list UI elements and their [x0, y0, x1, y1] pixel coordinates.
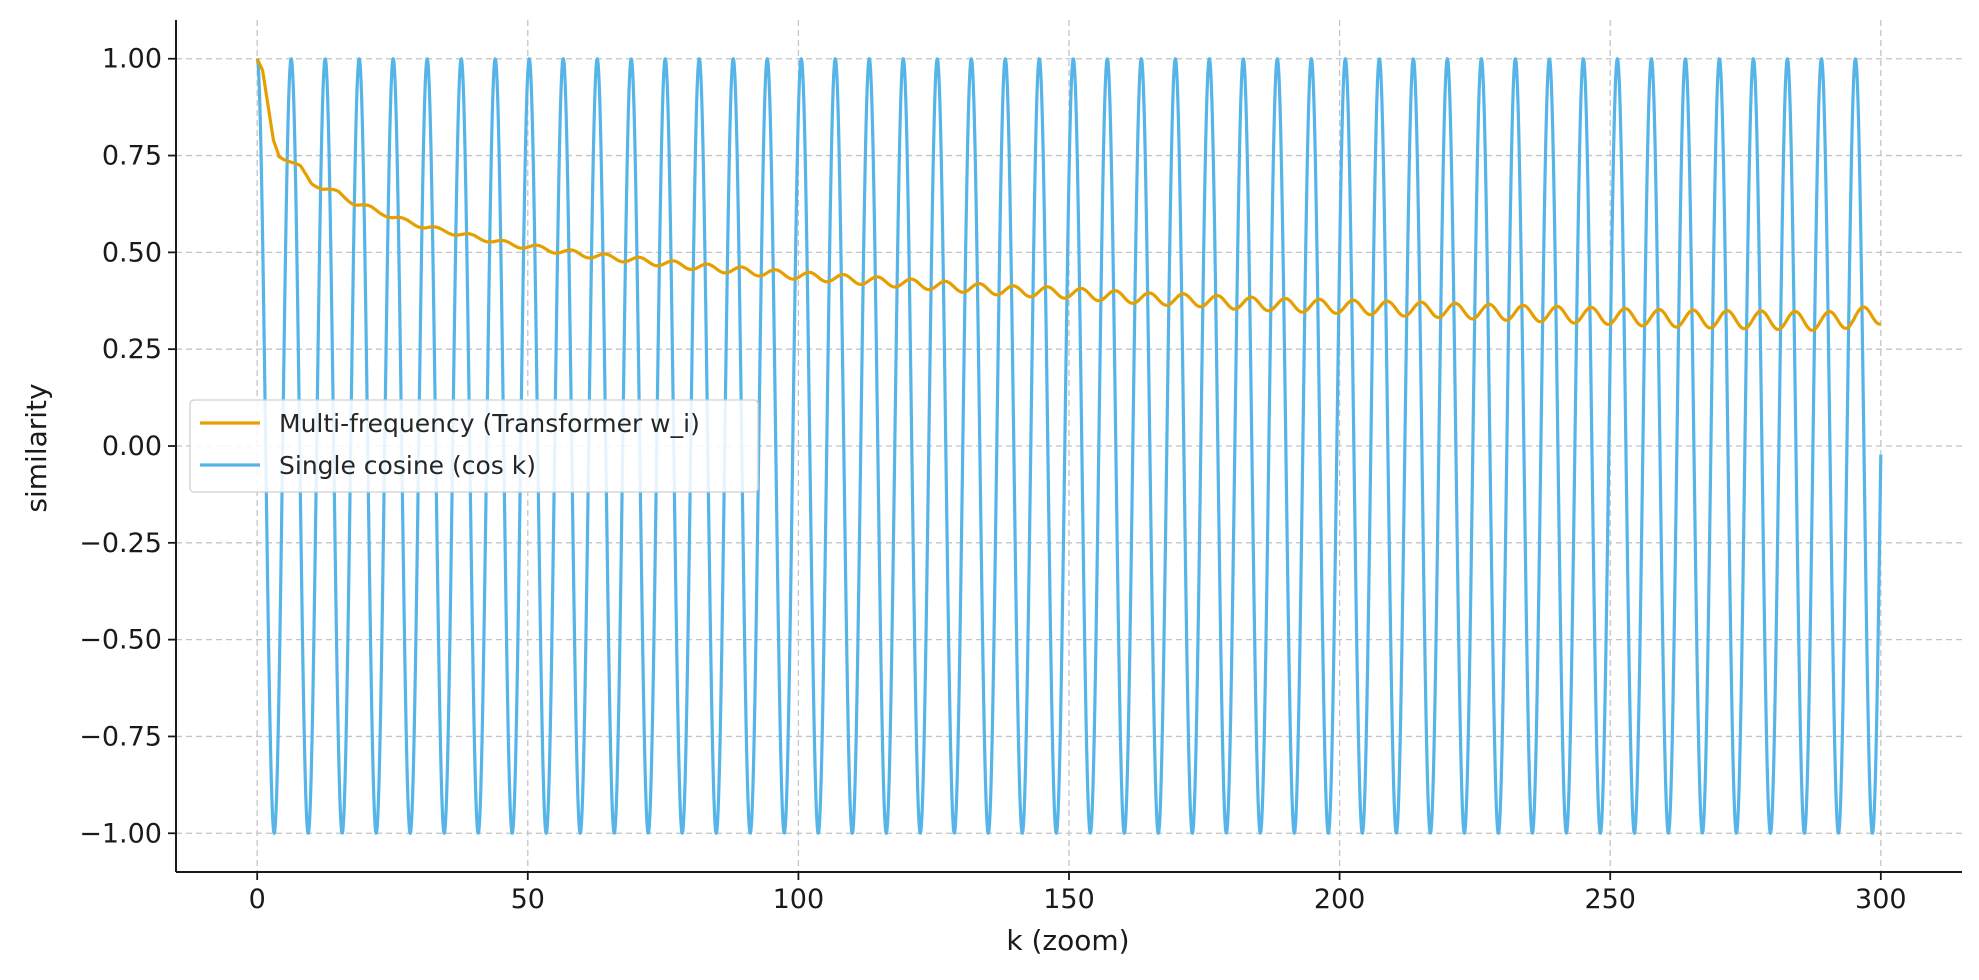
x-tick-label: 50	[511, 884, 545, 915]
y-tick-label: −0.75	[79, 721, 162, 752]
x-tick-label: 250	[1584, 884, 1636, 915]
series-layer	[255, 57, 1883, 835]
x-tick-label: 150	[1043, 884, 1095, 915]
ticks: 0 50 100 150 200 250 300 1.00 0.75 0.50 0.25 0.00 −0…	[79, 44, 1906, 915]
y-tick-label: 0.25	[102, 334, 162, 365]
legend-label-multi-frequency: Multi-frequency (Transformer w_i)	[279, 409, 700, 438]
legend: Multi-frequency (Transformer w_i) Single…	[189, 399, 759, 493]
y-tick-label: −0.25	[79, 528, 162, 559]
x-tick-label: 0	[249, 884, 266, 915]
legend-label-single-cosine: Single cosine (cos k)	[279, 451, 536, 480]
x-tick-label: 300	[1855, 884, 1907, 915]
y-tick-label: −1.00	[79, 818, 162, 849]
y-axis-title: similarity	[20, 383, 53, 512]
y-tick-label: 0.00	[102, 431, 162, 462]
y-tick-label: 0.50	[102, 237, 162, 268]
series-line-single-cosine	[255, 57, 1883, 835]
y-tick-label: 0.75	[102, 141, 162, 172]
y-tick-label: 1.00	[102, 44, 162, 75]
y-tick-label: −0.50	[79, 625, 162, 656]
x-tick-label: 100	[773, 884, 825, 915]
x-tick-label: 200	[1314, 884, 1366, 915]
legend-box	[189, 399, 759, 493]
series-line-multi-frequency	[255, 58, 1882, 332]
x-axis-title: k (zoom)	[1006, 924, 1129, 957]
